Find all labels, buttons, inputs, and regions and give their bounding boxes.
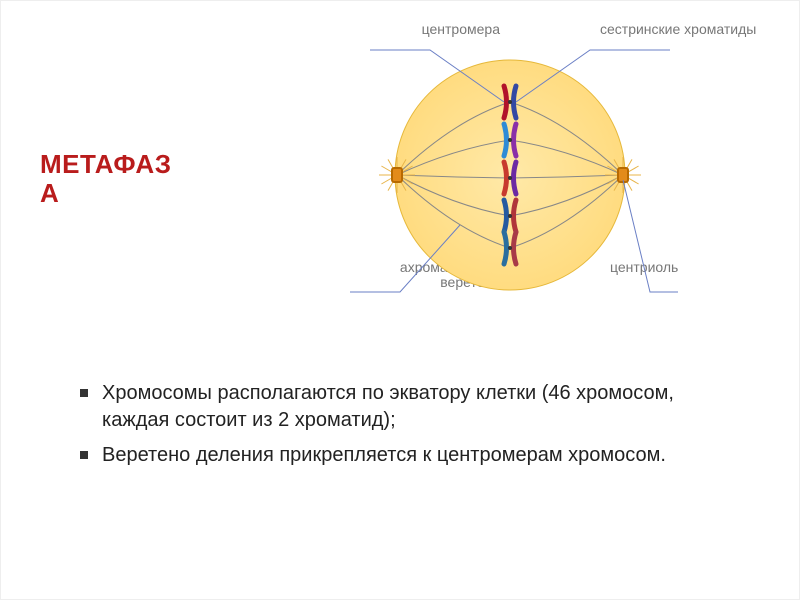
title-line-2: А <box>40 178 59 208</box>
slide: МЕТАФАЗ А центромера сестринские хромати… <box>0 0 800 600</box>
centriole-left <box>392 168 402 182</box>
chromatid-left <box>504 232 507 264</box>
centromere-dot <box>508 176 512 180</box>
bullet-item: Хромосомы располагаются по экватору клет… <box>80 380 740 434</box>
centriole-right <box>618 168 628 182</box>
chromatid-left <box>504 200 507 232</box>
cell-body <box>395 60 625 290</box>
title-line-1: МЕТАФАЗ <box>40 149 171 179</box>
bullet-list: Хромосомы располагаются по экватору клет… <box>80 380 740 477</box>
bullet-item: Веретено деления прикрепляется к центром… <box>80 442 740 469</box>
chromatid-left <box>504 86 507 118</box>
leader-centriole <box>623 180 678 292</box>
centromere-dot <box>508 100 512 104</box>
metaphase-diagram <box>250 20 770 320</box>
chromatid-right <box>514 162 517 194</box>
chromatid-right <box>514 232 517 264</box>
diagram-svg <box>250 20 770 320</box>
slide-title: МЕТАФАЗ А <box>40 150 220 207</box>
centromere-dot <box>508 138 512 142</box>
chromatid-left <box>504 124 507 156</box>
centromere-dot <box>508 246 512 250</box>
chromatid-right <box>514 86 517 118</box>
chromatid-left <box>504 162 507 194</box>
chromatid-right <box>514 200 517 232</box>
chromatid-right <box>514 124 517 156</box>
centromere-dot <box>508 214 512 218</box>
